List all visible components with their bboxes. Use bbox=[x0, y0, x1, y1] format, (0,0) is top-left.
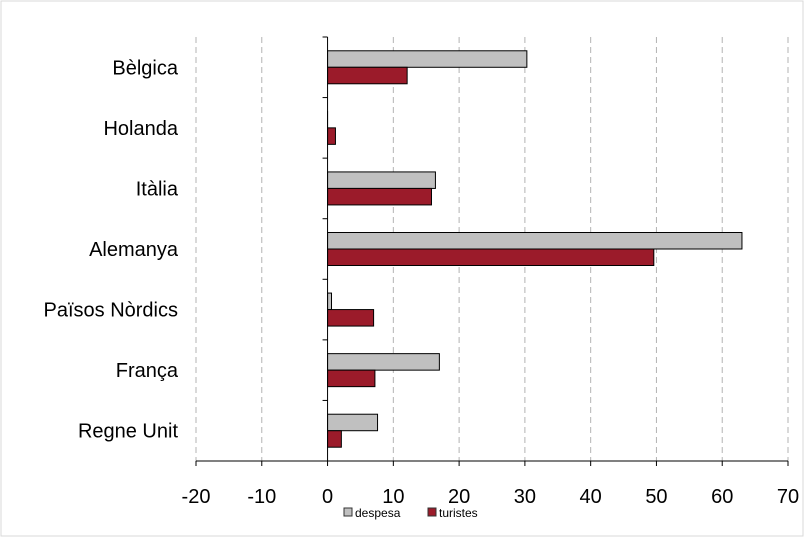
bars bbox=[327, 50, 743, 448]
legend-label-despesa: despesa bbox=[355, 506, 401, 520]
category-label-0: Bèlgica bbox=[112, 57, 178, 79]
legend-swatch-despesa bbox=[343, 507, 353, 517]
tick-labels: -20 -10 0 10 20 30 40 50 60 70 bbox=[182, 486, 800, 508]
x-tick-label-6: 40 bbox=[580, 486, 602, 508]
x-tick-label-1: -10 bbox=[247, 486, 276, 508]
bar-turistes-2 bbox=[327, 187, 432, 206]
x-tick-label-7: 50 bbox=[645, 486, 667, 508]
axes bbox=[195, 36, 789, 466]
bar-turistes-4 bbox=[327, 309, 375, 327]
bar-despesa-2 bbox=[327, 171, 436, 189]
bar-despesa-4 bbox=[327, 292, 333, 311]
x-tick-label-5: 30 bbox=[514, 486, 536, 508]
bar-despesa-5 bbox=[327, 353, 440, 371]
category-label-5: França bbox=[116, 360, 179, 382]
category-label-2: Itàlia bbox=[136, 178, 179, 200]
category-label-6: Regne Unit bbox=[78, 421, 179, 443]
x-tick-label-2: 0 bbox=[322, 486, 333, 508]
x-tick-label-9: 70 bbox=[777, 486, 799, 508]
bar-turistes-3 bbox=[327, 248, 655, 266]
category-labels: Bèlgica Holanda Itàlia Alemanya Països Nòrdi… bbox=[44, 57, 179, 442]
x-tick-label-4: 20 bbox=[448, 486, 470, 508]
x-tick-label-3: 10 bbox=[382, 486, 404, 508]
bar-turistes-1 bbox=[327, 127, 336, 145]
x-tick-label-0: -20 bbox=[182, 486, 211, 508]
legend-swatch-turistes bbox=[427, 507, 437, 517]
category-label-4: Països Nòrdics bbox=[44, 300, 179, 322]
category-label-3: Alemanya bbox=[89, 239, 179, 261]
bar-despesa-3 bbox=[327, 232, 743, 250]
bar-despesa-6 bbox=[327, 413, 379, 432]
bar-turistes-6 bbox=[327, 430, 342, 448]
category-label-1: Holanda bbox=[103, 118, 178, 140]
bar-turistes-5 bbox=[327, 369, 376, 388]
legend: despesa turistes bbox=[343, 506, 478, 520]
bar-turistes-0 bbox=[327, 66, 408, 85]
bar-despesa-0 bbox=[327, 50, 528, 68]
x-tick-label-8: 60 bbox=[711, 486, 733, 508]
legend-label-turistes: turistes bbox=[439, 506, 478, 520]
